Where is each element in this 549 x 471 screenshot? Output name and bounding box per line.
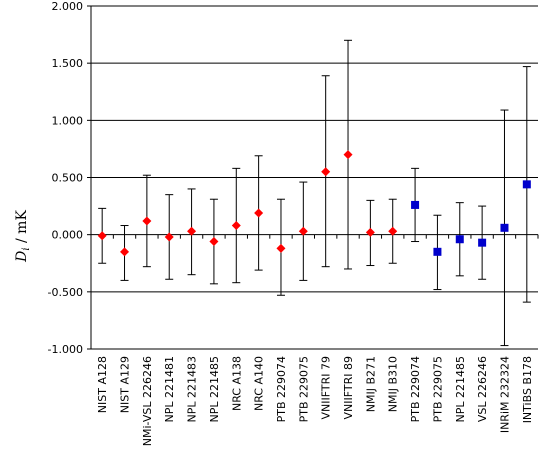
error-bars (98, 39, 531, 347)
y-axis-title-rest: / mK (14, 210, 30, 248)
data-point-diamond (142, 216, 152, 226)
data-point-square (522, 180, 531, 189)
data-point-square (433, 247, 442, 256)
y-axis-title-sub: i (21, 247, 32, 250)
x-tick-label: PTB 229075 (431, 356, 444, 422)
data-point-square (500, 223, 509, 232)
data-point-diamond (164, 232, 174, 242)
grid-lines (91, 5, 538, 350)
x-tick-label: VNIIFTRI 79 (320, 356, 333, 419)
data-point-diamond (187, 226, 197, 236)
x-tick-label: PTB 229074 (409, 356, 422, 422)
y-axis-title: Di / mK (14, 210, 32, 263)
data-points (97, 150, 531, 257)
data-point-diamond (365, 227, 375, 237)
x-tick-labels: NIST A128 NIST A129 NMi-VSL 226246 NPL 2214… (96, 356, 534, 446)
y-tick-label: 0.000 (52, 229, 84, 242)
y-tick-label: 1.500 (52, 57, 84, 70)
y-tick-label: 0.500 (52, 172, 84, 185)
x-tick-label: INTiBS B178 (521, 356, 534, 423)
data-point-diamond (276, 243, 286, 253)
data-point-diamond (343, 150, 353, 160)
x-tick-label: NPL 221481 (163, 356, 176, 422)
data-point-diamond (231, 221, 241, 231)
x-tick-label: NRC A138 (230, 356, 243, 411)
x-tick-label: NMIJ B310 (387, 356, 400, 412)
y-tick-label: -1.000 (48, 343, 83, 356)
data-point-diamond (97, 231, 107, 241)
x-tick-label: NPL 221485 (208, 356, 221, 422)
x-tick-label: NRC A140 (253, 356, 266, 411)
axes (87, 5, 539, 350)
x-tick-label: VNIIFTRI 89 (342, 356, 355, 419)
y-tick-label: -0.500 (48, 286, 83, 299)
x-tick-label: NMi-VSL 226246 (141, 356, 154, 446)
y-tick-labels: 2.000 1.500 1.000 0.500 0.000 -0.500 -1.000 (48, 0, 83, 356)
x-tick-label: NIST A128 (96, 356, 109, 413)
x-tick-label: NPL 221483 (186, 356, 199, 422)
x-tick-label: NPL 221485 (454, 356, 467, 422)
y-tick-label: 1.000 (52, 114, 84, 127)
x-tick-label: INRiM 232324 (498, 356, 511, 433)
data-point-diamond (254, 208, 264, 218)
data-point-diamond (209, 237, 219, 247)
data-point-diamond (298, 226, 308, 236)
data-point-diamond (321, 167, 331, 177)
y-axis-title-main: D (14, 251, 30, 263)
data-point-square (411, 200, 420, 209)
x-tick-label: PTB 229075 (297, 356, 310, 422)
data-point-square (455, 235, 464, 244)
y-tick-label: 2.000 (52, 0, 84, 13)
x-tick-label: NMIJ B271 (364, 356, 377, 412)
x-tick-label: VSL 226246 (476, 356, 489, 422)
data-point-diamond (388, 226, 398, 236)
data-point-square (478, 238, 487, 247)
x-tick-label: NIST A129 (119, 356, 132, 413)
x-tick-label: PTB 229074 (275, 356, 288, 422)
data-point-diamond (120, 247, 130, 257)
